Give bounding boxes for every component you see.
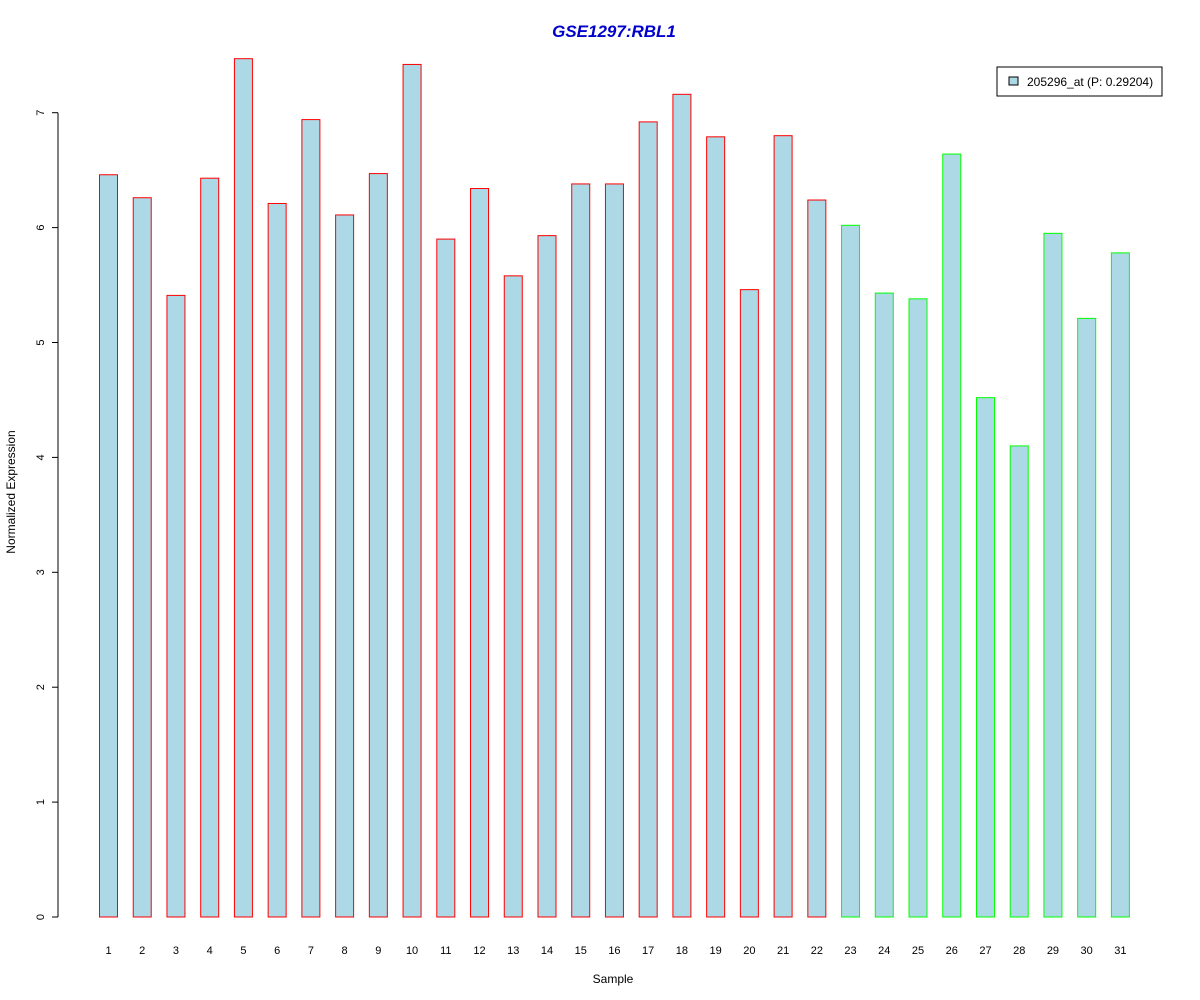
x-tick-label: 5: [240, 945, 246, 957]
x-tick-label: 17: [642, 945, 654, 957]
bar-sample-12: [470, 188, 490, 918]
x-tick-label: 2: [139, 945, 145, 957]
bar-sample-30: [1077, 317, 1097, 918]
x-axis-title: Sample: [593, 972, 634, 986]
legend-box: [996, 66, 1163, 97]
x-tick-label: 6: [274, 945, 280, 957]
x-tick-label: 28: [1013, 945, 1025, 957]
x-tick-label: 25: [912, 945, 924, 957]
x-tick-label: 3: [173, 945, 179, 957]
y-tick-label: 2: [35, 684, 47, 690]
y-tick-label: 6: [35, 225, 47, 231]
y-tick-label: 5: [35, 339, 47, 345]
x-tick-label: 29: [1047, 945, 1059, 957]
x-tick-label: 10: [406, 945, 418, 957]
x-tick-label: 20: [743, 945, 755, 957]
x-tick-label: 24: [878, 945, 890, 957]
legend-swatch: [1008, 76, 1019, 86]
x-tick-label: 21: [777, 945, 789, 957]
bar-sample-29: [1043, 232, 1063, 918]
x-tick-label: 1: [105, 945, 111, 957]
x-tick-labels: 1 2 3 4 5 6 7 8 9 10 11 12 13 14 15 16 17 18 19 20 21 22 23 24 2…: [105, 945, 1126, 957]
bar-sample-4: [200, 177, 220, 918]
y-axis-title: Normalized Expression: [4, 430, 18, 553]
x-tick-label: 13: [507, 945, 519, 957]
x-tick-label: 30: [1081, 945, 1093, 957]
y-tick-label: 3: [35, 569, 47, 575]
x-tick-label: 16: [608, 945, 620, 957]
x-tick-label: 4: [207, 945, 213, 957]
bar-sample-8: [335, 214, 355, 918]
y-tick-label: 4: [35, 454, 47, 460]
bar-sample-2: [132, 197, 152, 918]
bar-sample-17: [638, 121, 658, 918]
bar-sample-23: [841, 224, 861, 918]
bar-sample-31: [1110, 252, 1130, 918]
bar-sample-21: [773, 135, 793, 918]
bar-sample-13: [503, 275, 523, 918]
x-tick-label: 9: [375, 945, 381, 957]
x-tick-label: 18: [676, 945, 688, 957]
bar-sample-7: [301, 119, 321, 918]
x-tick-label: 22: [811, 945, 823, 957]
bars-group: [99, 58, 1130, 918]
bar-sample-20: [739, 289, 759, 918]
bar-sample-26: [942, 153, 962, 918]
x-tick-label: 14: [541, 945, 553, 957]
bar-sample-1: [99, 174, 118, 918]
bar-sample-27: [975, 397, 995, 918]
bar-sample-25: [908, 298, 928, 918]
bar-sample-24: [874, 292, 894, 918]
x-tick-label: 12: [473, 945, 485, 957]
y-tick-label: 0: [35, 914, 47, 920]
x-tick-label: 31: [1114, 945, 1126, 957]
x-tick-label: 27: [979, 945, 991, 957]
y-tick-label: 7: [35, 110, 47, 116]
legend-label: 205296_at (P: 0.29204): [1027, 75, 1153, 89]
bar-sample-18: [672, 93, 692, 918]
x-tick-label: 8: [342, 945, 348, 957]
x-tick-label: 7: [308, 945, 314, 957]
x-tick-label: 15: [575, 945, 587, 957]
bar-sample-22: [807, 199, 827, 918]
x-tick-label: 19: [710, 945, 722, 957]
bar-sample-9: [368, 173, 388, 918]
bar-sample-28: [1009, 445, 1029, 918]
bar-sample-3: [166, 294, 186, 918]
legend: 205296_at (P: 0.29204): [996, 66, 1163, 97]
chart-title: GSE1297:RBL1: [552, 22, 676, 41]
y-axis: 0 1 2 3 4 5 6 7: [35, 110, 59, 920]
bar-sample-14: [537, 235, 557, 918]
x-tick-label: 26: [946, 945, 958, 957]
bar-sample-5: [233, 58, 253, 918]
x-tick-label: 11: [440, 945, 451, 957]
bar-sample-11: [436, 238, 456, 918]
bar-sample-19: [706, 136, 726, 918]
bar-sample-10: [402, 63, 422, 918]
y-tick-label: 1: [35, 799, 47, 805]
x-tick-label: 23: [844, 945, 856, 957]
bar-sample-15: [571, 183, 591, 918]
bar-sample-16: [604, 183, 624, 918]
bar-sample-6: [267, 202, 287, 918]
